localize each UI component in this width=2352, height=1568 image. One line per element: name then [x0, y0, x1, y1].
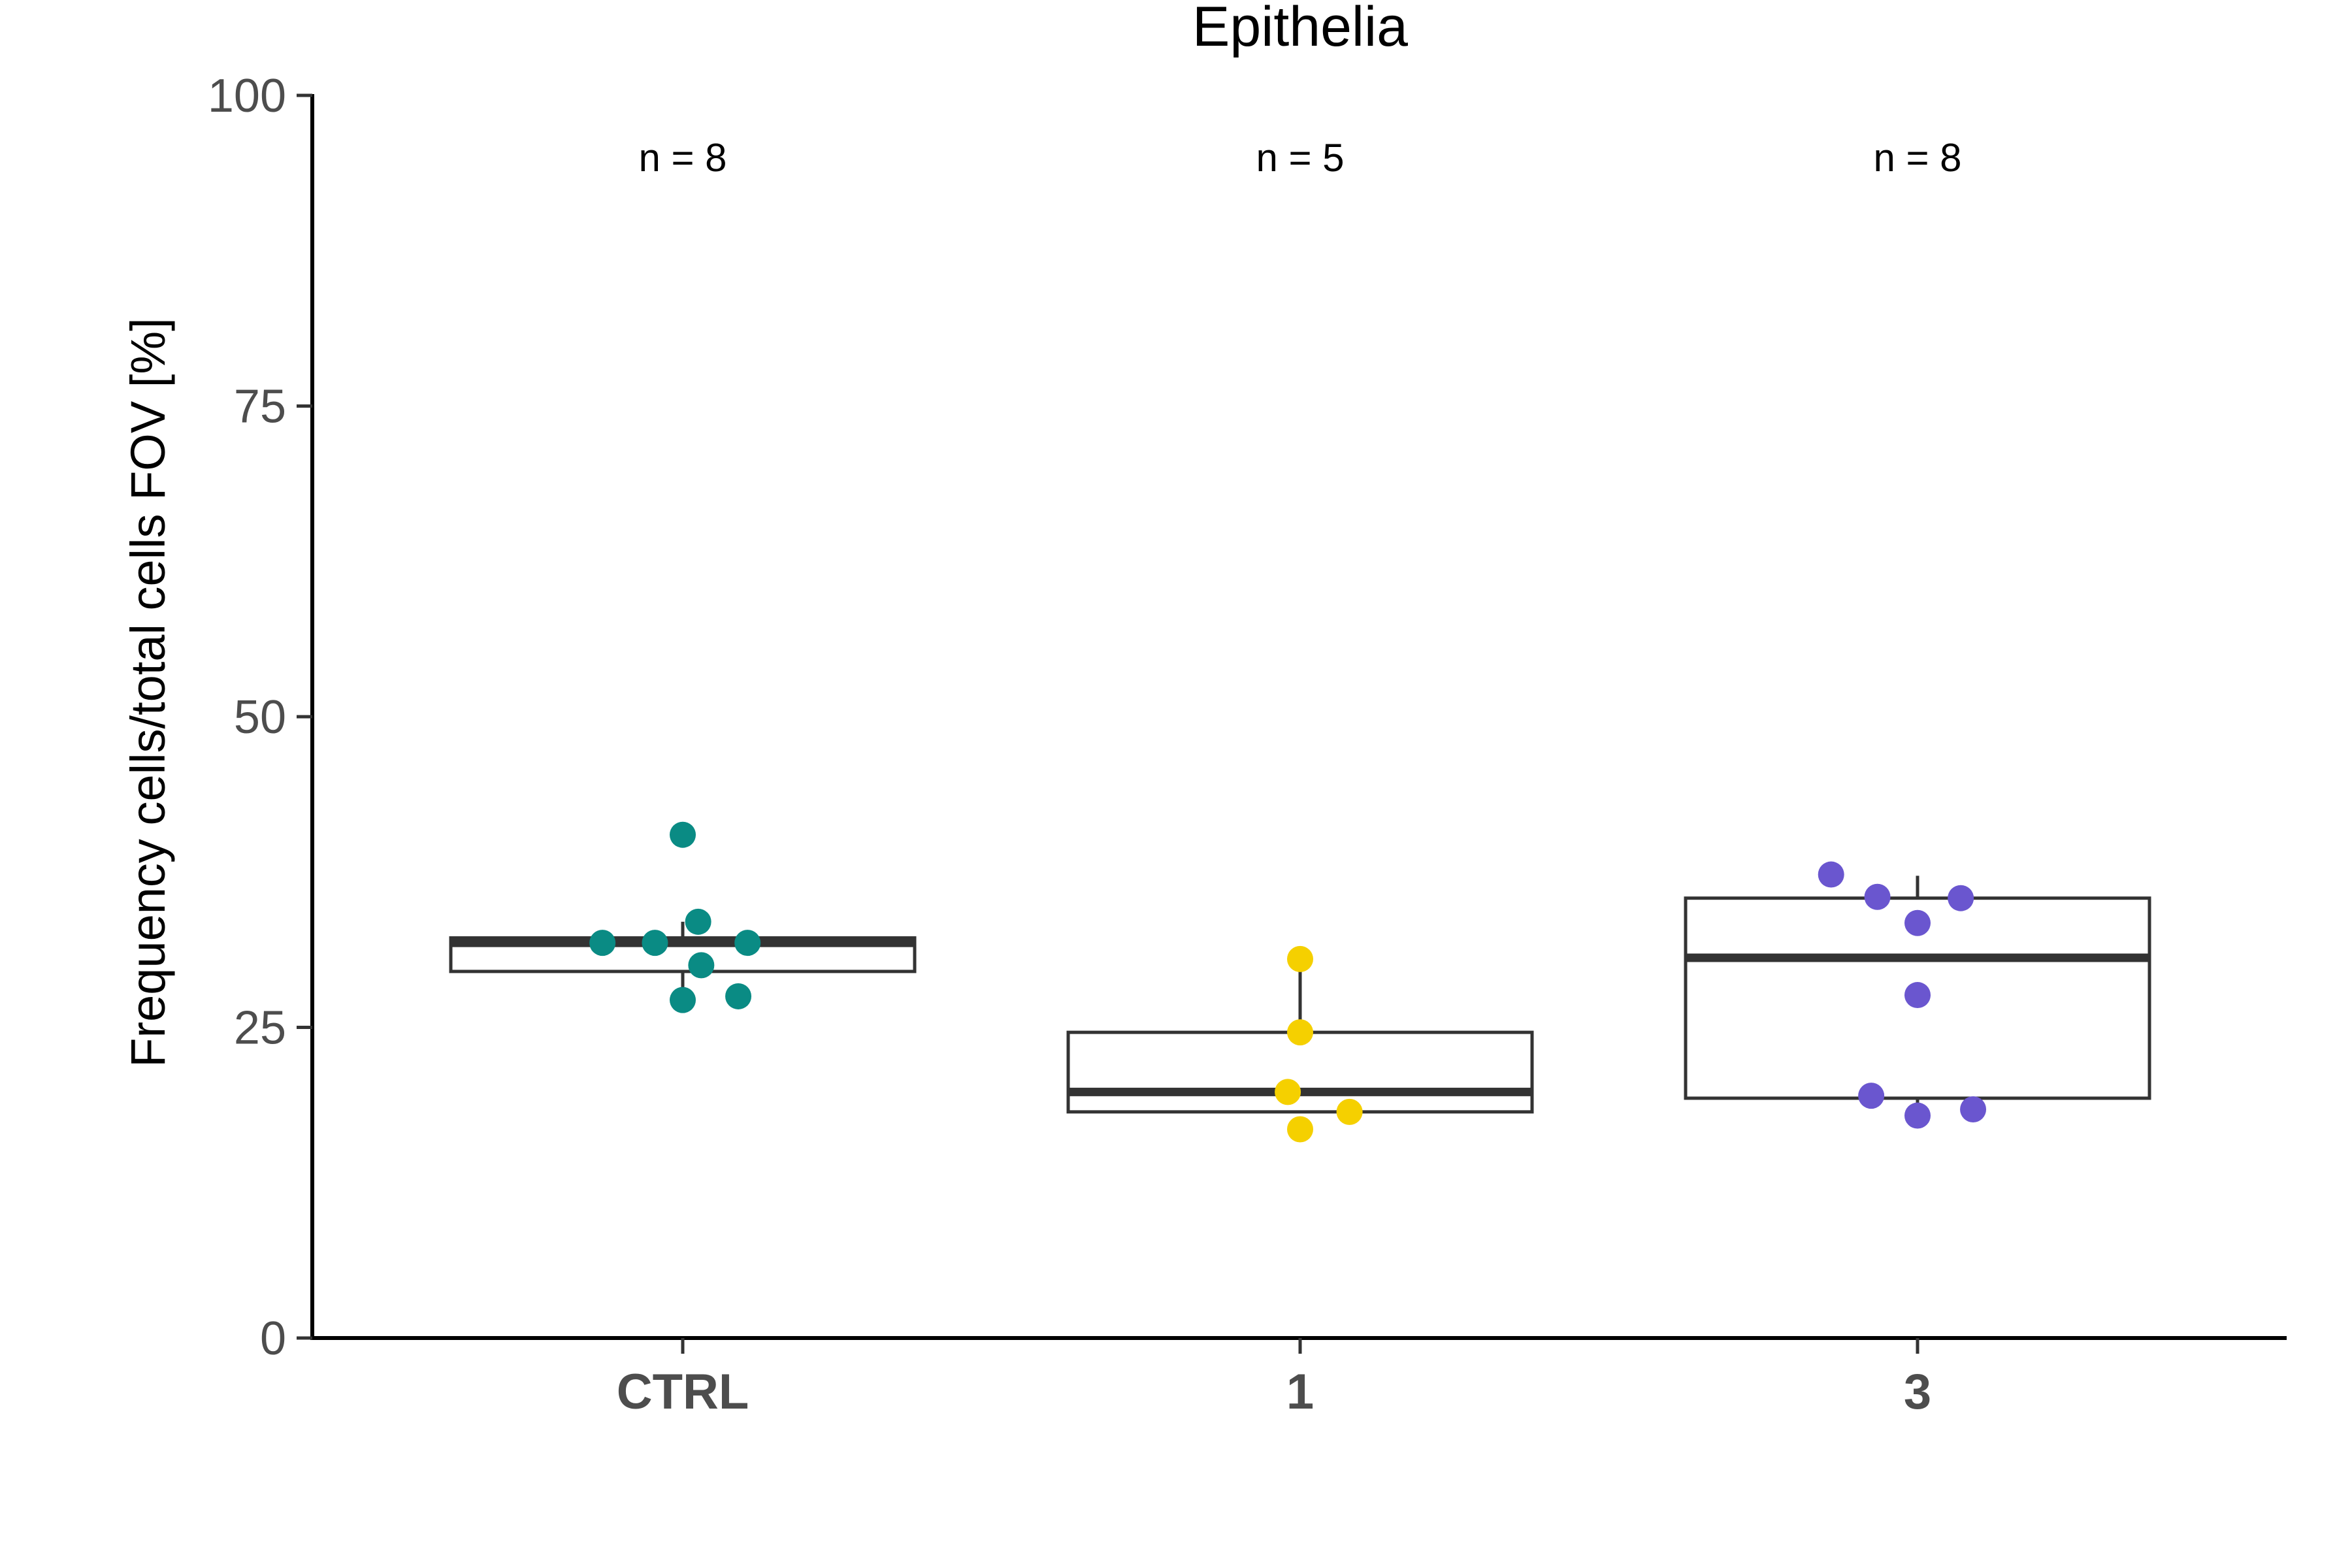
data-point: [1904, 1102, 1931, 1129]
data-point: [1960, 1096, 1987, 1123]
y-tick-label: 25: [234, 1002, 286, 1054]
data-point: [688, 952, 715, 979]
sample-size-label: n = 8: [638, 136, 727, 180]
data-point: [670, 821, 696, 848]
data-point: [685, 908, 711, 935]
data-point: [1287, 1019, 1313, 1046]
data-point: [734, 930, 761, 956]
data-point: [1818, 861, 1844, 888]
y-tick-label: 75: [234, 381, 286, 433]
y-tick-label: 50: [234, 691, 286, 743]
y-tick-label: 100: [208, 70, 286, 122]
data-point: [1904, 909, 1931, 936]
data-point: [1904, 982, 1931, 1009]
data-point: [1948, 885, 1974, 911]
x-tick-label: CTRL: [617, 1364, 749, 1420]
chart-title: Epithelia: [1192, 0, 1408, 58]
data-point: [725, 983, 752, 1009]
x-tick-label: 3: [1904, 1364, 1931, 1420]
data-point: [589, 930, 616, 956]
x-tick-label: 1: [1286, 1364, 1314, 1420]
y-axis-label: Frequency cells/total cells FOV [%]: [121, 318, 175, 1067]
data-point: [1287, 1116, 1313, 1143]
box-iqr: [1066, 1030, 1534, 1114]
plot-area: 0 25 50 75 100 CTRL n = 8 1 n = 5 3 n = 8: [208, 70, 2287, 1420]
data-point: [1864, 883, 1891, 910]
y-tick-label: 0: [260, 1313, 286, 1365]
data-point: [670, 987, 696, 1013]
data-point: [1287, 945, 1313, 972]
data-point: [1858, 1083, 1885, 1109]
data-point: [642, 930, 668, 956]
sample-size-label: n = 8: [1873, 136, 1961, 180]
sample-size-label: n = 5: [1256, 136, 1344, 180]
data-point: [1336, 1098, 1363, 1125]
data-point: [1275, 1079, 1301, 1105]
